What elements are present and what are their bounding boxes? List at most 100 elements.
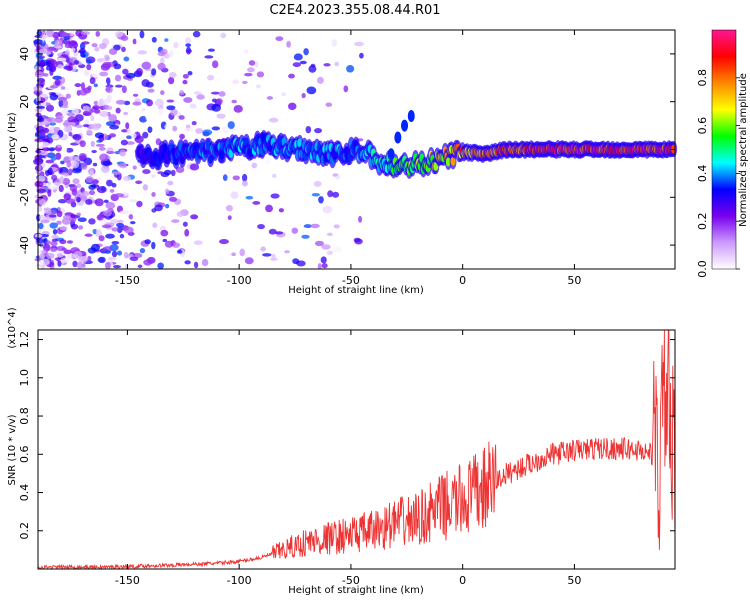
spectrogram-speckle-mark: [190, 214, 199, 220]
spectrogram-speckle-mark: [98, 98, 104, 107]
spectrogram-speckle-mark: [87, 255, 92, 262]
spectrogram-speckle-mark: [157, 171, 164, 175]
spectrogram-ridge: [135, 110, 678, 179]
spectrogram-speckle-mark: [151, 191, 156, 197]
spectrogram-speckle-mark: [79, 47, 86, 55]
spectrogram-speckle-mark: [318, 196, 324, 204]
spectrogram-speckle-mark: [105, 261, 111, 270]
spectrogram-speckle-mark: [55, 91, 61, 96]
spectrogram-speckle-mark: [308, 65, 317, 73]
spectrogram-x-tick-label: 50: [567, 274, 581, 287]
spectrogram-speckle-mark: [305, 125, 312, 134]
spectrogram-speckle-mark: [46, 152, 56, 159]
spectrogram-speckle-mark: [320, 256, 327, 264]
spectrogram-speckle-mark: [75, 29, 84, 37]
spectrogram-speckle-mark: [45, 240, 51, 245]
spectrogram-speckle-mark: [184, 37, 192, 46]
spectrogram-speckle-mark: [126, 135, 132, 140]
snr-y-tick-label: 0.6: [18, 446, 31, 464]
spectrogram-speckle-mark: [281, 92, 286, 97]
spectrogram-speckle-mark: [311, 193, 320, 197]
spectrogram-speckle-mark: [83, 69, 90, 76]
spectrogram-ridge-core: [445, 157, 451, 167]
spectrogram-speckle-mark: [92, 162, 98, 167]
spectrogram-speckle-mark: [136, 200, 143, 208]
spectrogram-speckle-mark: [118, 162, 128, 169]
spectrogram-speckle-mark: [99, 153, 109, 162]
spectrogram-speckle-mark: [115, 99, 126, 105]
spectrogram-speckle-mark: [170, 169, 176, 177]
spectrogram-speckle-mark: [210, 91, 220, 95]
spectrogram-speckle-mark: [317, 76, 324, 84]
spectrogram-speckle-mark: [251, 162, 258, 169]
spectrogram-speckle-mark: [54, 39, 63, 46]
spectrogram-speckle-mark: [55, 152, 62, 160]
spectrogram-speckle-mark: [67, 253, 77, 260]
spectrogram-speckle-mark: [255, 84, 261, 89]
colorbar-tick-label: 0.2: [696, 212, 709, 230]
spectrogram-speckle-mark: [187, 70, 193, 76]
snr-y-tick-label: 1.2: [18, 331, 31, 349]
spectrogram-speckle-mark: [154, 204, 163, 212]
spectrogram-speckle-mark: [93, 100, 99, 106]
spectrogram-speckle-mark: [175, 166, 185, 173]
spectrogram-speckle-mark: [54, 45, 63, 49]
snr-line: [37, 329, 676, 571]
spectrogram-speckle-mark: [217, 255, 225, 263]
spectrogram-speckle-mark: [284, 250, 290, 254]
spectrogram-speckle-mark: [66, 112, 76, 117]
spectrogram-speckle-mark: [100, 81, 108, 87]
spectrogram-speckle-mark: [292, 258, 300, 265]
spectrogram-speckle-mark: [68, 168, 73, 176]
spectrogram-speckle-mark: [321, 244, 331, 250]
spectrogram-speckle-mark: [41, 249, 47, 254]
spectrogram-speckle-mark: [220, 32, 227, 39]
spectrogram-speckle-mark: [50, 247, 57, 253]
spectrogram-speckle-mark: [147, 88, 155, 93]
spectrogram-speckle-mark: [331, 39, 338, 47]
spectrogram-speckle-mark: [231, 252, 237, 257]
spectrogram-speckle-mark: [105, 77, 111, 85]
spectrogram-speckle-mark: [63, 193, 71, 201]
spectrogram-speckle-mark: [278, 208, 284, 213]
spectrogram-speckle-mark: [202, 129, 213, 136]
spectrogram-speckle-mark: [248, 60, 256, 66]
spectrogram-speckle-mark: [109, 133, 116, 138]
spectrogram-speckle-mark: [62, 99, 69, 107]
spectrogram-speckle-mark: [229, 128, 238, 132]
spectrogram-speckle-mark: [45, 60, 51, 65]
spectrogram-speckle-mark: [48, 214, 57, 218]
spectrogram-speckle-mark: [50, 156, 57, 161]
spectrogram-speckle-mark: [95, 30, 101, 37]
spectrogram-speckle-mark: [62, 177, 71, 186]
spectrogram-speckle-mark: [116, 226, 123, 233]
spectrogram-speckle-mark: [95, 143, 105, 147]
spectrogram-speckle-mark: [244, 49, 249, 54]
spectrogram-speckle-mark: [98, 43, 107, 50]
spectrogram-speckle-mark: [107, 105, 113, 111]
spectrogram-speckle-mark: [358, 215, 363, 223]
spectrogram-speckle-mark: [317, 263, 322, 270]
snr-y-tick-label: 1.0: [18, 369, 31, 387]
spectrogram-speckle-mark: [176, 211, 184, 218]
spectrogram-speckle-mark: [119, 233, 125, 239]
spectrogram-speckle-mark: [80, 31, 91, 35]
spectrogram-speckle-mark: [139, 30, 145, 39]
spectrogram-speckle-mark: [323, 63, 331, 67]
spectrogram-speckle-mark: [310, 223, 320, 229]
spectrogram-speckle-mark: [211, 60, 219, 69]
spectrogram-speckle-mark: [137, 264, 143, 269]
spectrogram-speckle-mark: [168, 72, 177, 78]
spectrogram-speckle-mark: [264, 159, 271, 165]
spectrogram-speckle-mark: [72, 178, 80, 185]
spectrogram-speckle-mark: [286, 40, 291, 48]
spectrogram-speckle-mark: [60, 86, 66, 90]
spectrogram-speckle-mark: [46, 252, 55, 260]
spectrogram-speckle-mark: [52, 75, 62, 80]
spectrogram-speckle-mark: [314, 240, 324, 247]
spectrogram-speckle-mark: [72, 133, 82, 141]
spectrogram-speckle-mark: [167, 180, 174, 186]
colorbar-label: Normalized spectral amplitude: [738, 73, 749, 227]
spectrogram-speckle-mark: [165, 188, 170, 195]
spectrogram-speckle-mark: [104, 250, 112, 254]
